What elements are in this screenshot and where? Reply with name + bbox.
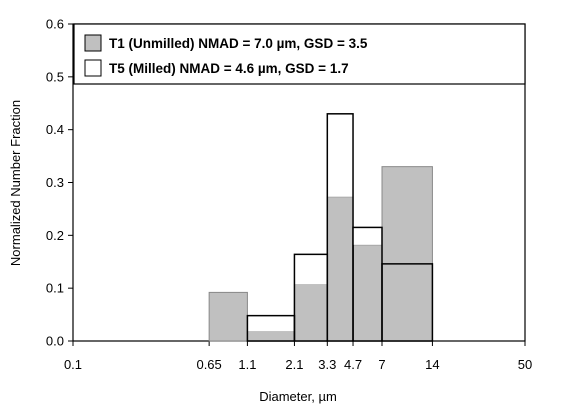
t1-bar — [293, 283, 328, 342]
y-tick-label: 0.4 — [46, 122, 64, 137]
y-tick-label: 0.5 — [46, 69, 64, 84]
x-tick-label: 7 — [378, 357, 385, 372]
t1-bar — [352, 244, 383, 342]
y-tick-label: 0.6 — [46, 17, 64, 32]
x-axis-title: Diameter, µm — [259, 389, 337, 404]
t5-bar-fill — [247, 315, 295, 332]
x-tick-label: 3.3 — [318, 357, 336, 372]
t1-bar — [381, 166, 433, 342]
legend-label-t5: T5 (Milled) NMAD = 4.6 µm, GSD = 1.7 — [109, 61, 349, 76]
legend-swatch-t5 — [84, 59, 102, 77]
x-tick-label: 50 — [518, 357, 532, 372]
plot-layer: 0.00.10.20.30.40.50.60.1 0.65 1.1 2.1 3.3 4.7… — [46, 17, 532, 373]
t1-bar — [326, 196, 354, 342]
x-tick-label: 1.1 — [238, 357, 256, 372]
t1-bar — [246, 330, 295, 342]
t1-bar — [208, 291, 248, 342]
y-tick-label: 0.0 — [46, 334, 64, 349]
legend-swatch-t1 — [84, 34, 102, 52]
y-axis-title: Normalized Number Fraction — [8, 100, 23, 266]
x-tick-label: 4.7 — [344, 357, 362, 372]
x-tick-label: 2.1 — [285, 357, 303, 372]
legend-box — [73, 23, 526, 85]
x-tick-label: 0.1 — [64, 357, 82, 372]
legend: T1 (Unmilled) NMAD = 7.0 µm, GSD = 3.5 T… — [73, 23, 526, 85]
x-tick-label: 14 — [425, 357, 439, 372]
x-tick-label: 0.65 — [196, 357, 221, 372]
t5-bar — [381, 263, 434, 342]
t5-bar-fill — [294, 254, 328, 285]
t5-bar-fill — [327, 113, 354, 197]
y-tick-label: 0.2 — [46, 228, 64, 243]
y-tick-label: 0.3 — [46, 175, 64, 190]
y-tick-label: 0.1 — [46, 281, 64, 296]
legend-label-t1: T1 (Unmilled) NMAD = 7.0 µm, GSD = 3.5 — [109, 36, 368, 51]
t5-bar-fill — [353, 227, 383, 245]
